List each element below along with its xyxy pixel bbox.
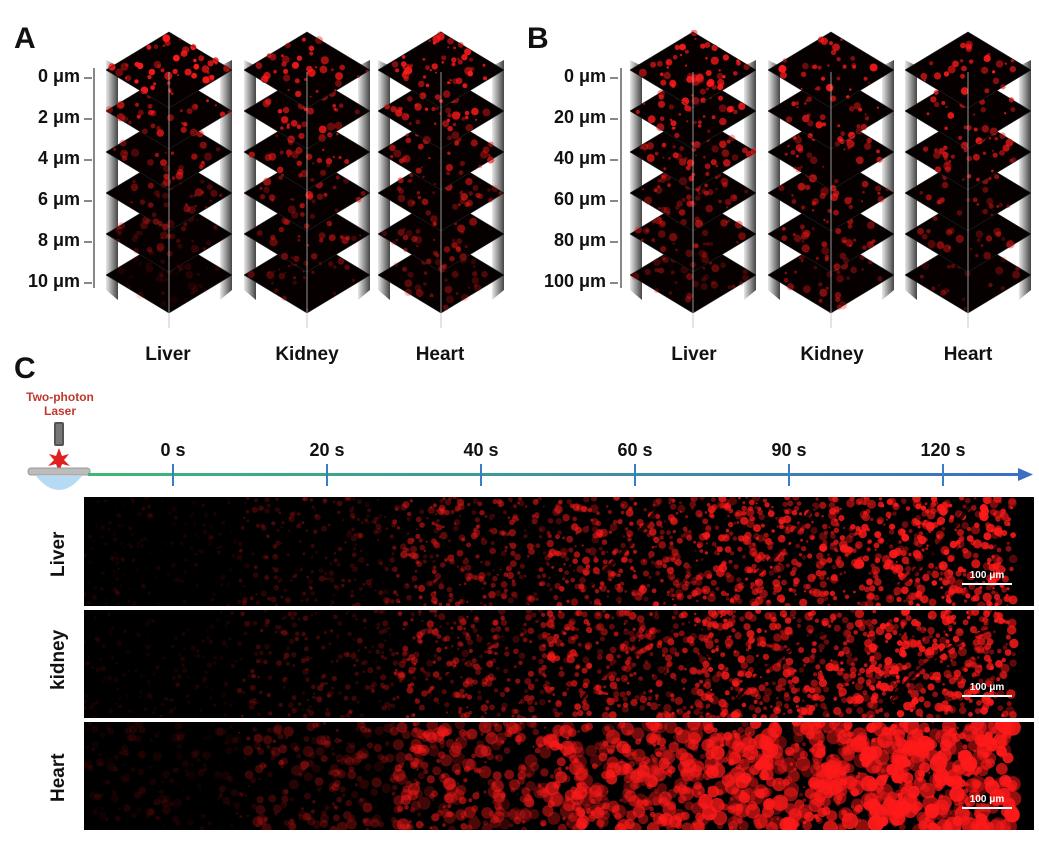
timelapse-frame bbox=[392, 497, 551, 606]
time-axis bbox=[88, 466, 1038, 484]
time-label: 90 s bbox=[771, 440, 807, 460]
timelapse-strip: 100 μm bbox=[84, 497, 1034, 606]
timelapse-frame bbox=[236, 610, 396, 718]
time-label: 120 s bbox=[920, 440, 966, 460]
depth-label: 6 μm bbox=[37, 189, 80, 209]
time-tick bbox=[326, 464, 328, 486]
depth-tick bbox=[610, 159, 618, 161]
depth-tick bbox=[84, 282, 92, 284]
timelapse-frame bbox=[389, 722, 554, 830]
scale-bar-line bbox=[962, 583, 1012, 585]
scale-bar: 100 μm bbox=[962, 794, 1012, 809]
timelapse-frame bbox=[545, 610, 707, 718]
depth-tick bbox=[610, 282, 618, 284]
depth-label: 60 μm bbox=[553, 189, 606, 209]
depth-label: 20 μm bbox=[553, 107, 606, 127]
time-label: 40 s bbox=[463, 440, 499, 460]
depth-label: 2 μm bbox=[37, 107, 80, 127]
timelapse-frame bbox=[237, 722, 397, 830]
timelapse-frame bbox=[854, 497, 1018, 606]
timelapse-frame bbox=[236, 497, 396, 606]
panel-b-label: B bbox=[527, 22, 549, 55]
z-stack-image bbox=[905, 30, 1031, 330]
time-tick bbox=[480, 464, 482, 486]
z-stack-image bbox=[768, 30, 894, 330]
panel-a-label: A bbox=[14, 22, 36, 55]
depth-label: 10 μm bbox=[27, 271, 80, 291]
organ-label: Heart bbox=[415, 344, 465, 365]
timelapse-frame bbox=[700, 610, 862, 718]
z-stack-image bbox=[106, 30, 232, 330]
organ-label: Liver bbox=[671, 344, 717, 365]
depth-label: 4 μm bbox=[37, 148, 80, 168]
depth-tick bbox=[610, 200, 618, 202]
depth-label: 0 μm bbox=[37, 66, 80, 86]
panel-a-depth-axis-line bbox=[93, 68, 95, 288]
timelapse-strip: 100 μm bbox=[84, 722, 1034, 830]
panel-c-label: C bbox=[14, 352, 36, 385]
z-stack-image bbox=[244, 30, 370, 330]
timelapse-frame bbox=[84, 610, 238, 718]
organ-label: Liver bbox=[145, 344, 191, 365]
time-label: 60 s bbox=[617, 440, 653, 460]
row-label: kidney bbox=[48, 629, 69, 690]
depth-tick bbox=[84, 77, 92, 79]
time-tick bbox=[634, 464, 636, 486]
time-label: 20 s bbox=[309, 440, 345, 460]
depth-tick bbox=[84, 200, 92, 202]
row-label: Liver bbox=[48, 531, 69, 577]
scale-bar-line bbox=[962, 695, 1012, 697]
panel-b-depth-axis-line bbox=[620, 68, 622, 288]
depth-tick bbox=[610, 77, 618, 79]
timelapse-frame bbox=[84, 497, 239, 606]
depth-tick bbox=[84, 118, 92, 120]
organ-label: Kidney bbox=[800, 344, 864, 365]
time-tick bbox=[172, 464, 174, 486]
organ-label: Kidney bbox=[275, 344, 339, 365]
timelapse-frame bbox=[84, 722, 242, 830]
timelapse-frame bbox=[851, 722, 1022, 830]
time-label: 0 s bbox=[160, 440, 186, 460]
row-label: Heart bbox=[48, 753, 69, 802]
scale-bar: 100 μm bbox=[962, 682, 1012, 697]
scale-bar-label: 100 μm bbox=[969, 794, 1005, 805]
z-stack-image bbox=[630, 30, 756, 330]
depth-label: 80 μm bbox=[553, 230, 606, 250]
laser-label: Two-photon Laser bbox=[26, 390, 94, 418]
timelapse-strip: 100 μm bbox=[84, 610, 1034, 718]
z-stack-image bbox=[378, 30, 504, 330]
depth-label: 0 μm bbox=[563, 66, 606, 86]
timelapse-frame bbox=[546, 497, 707, 606]
depth-tick bbox=[610, 118, 618, 120]
organ-label: Heart bbox=[943, 344, 993, 365]
timelapse-frame bbox=[697, 722, 867, 830]
depth-tick bbox=[610, 241, 618, 243]
scale-bar-label: 100 μm bbox=[969, 570, 1005, 581]
scale-bar: 100 μm bbox=[962, 570, 1012, 585]
scale-bar-label: 100 μm bbox=[969, 682, 1005, 693]
timelapse-frame bbox=[854, 610, 1019, 718]
timelapse-frame bbox=[701, 497, 863, 606]
time-tick bbox=[788, 464, 790, 486]
depth-tick bbox=[84, 241, 92, 243]
depth-tick bbox=[84, 159, 92, 161]
scale-bar-line bbox=[962, 807, 1012, 809]
timelapse-frame bbox=[392, 610, 552, 718]
laser-device-icon bbox=[22, 420, 102, 500]
timelapse-frame bbox=[543, 722, 709, 830]
depth-label: 100 μm bbox=[543, 271, 606, 291]
time-tick bbox=[942, 464, 944, 486]
depth-label: 40 μm bbox=[553, 148, 606, 168]
depth-label: 8 μm bbox=[37, 230, 80, 250]
